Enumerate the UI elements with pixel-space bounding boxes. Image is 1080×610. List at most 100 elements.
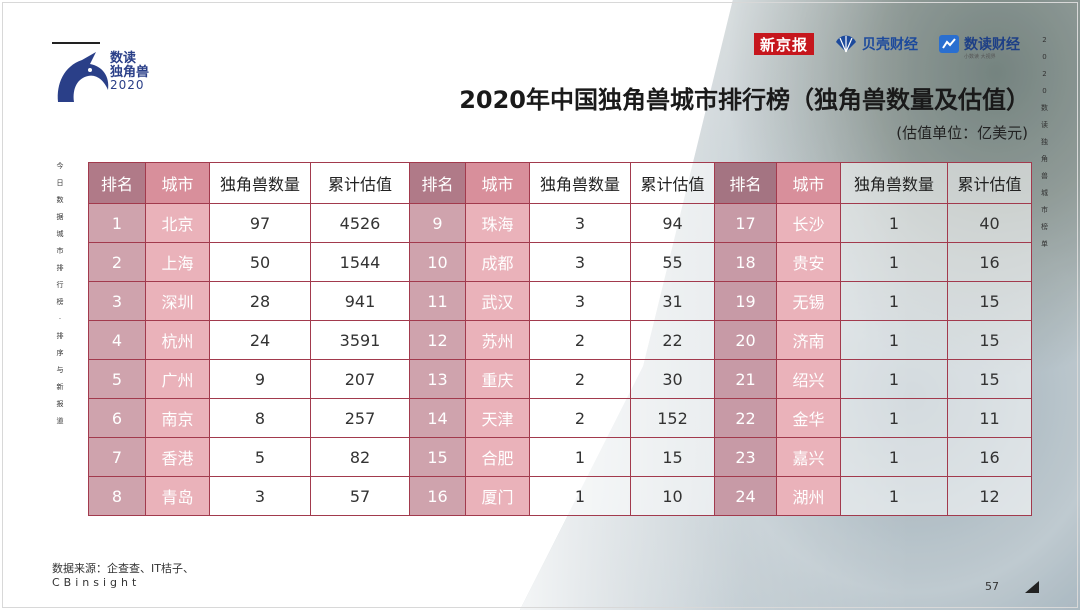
cell-count: 3	[529, 281, 631, 321]
cell-value: 207	[310, 359, 410, 399]
cell-city: 北京	[145, 203, 210, 243]
cell-count: 8	[209, 398, 311, 438]
table-row: 8 青岛 3 57 16 厦门 1 10 24 湖州 1 12	[88, 476, 1032, 516]
header-count: 独角兽数量	[529, 162, 631, 204]
cell-city: 珠海	[465, 203, 530, 243]
table-row: 6 南京 8 257 14 天津 2 152 22 金华 1 11	[88, 398, 1032, 438]
cell-count: 1	[840, 242, 948, 282]
header-city: 城市	[145, 162, 210, 204]
cell-city: 无锡	[776, 281, 841, 321]
cell-value: 15	[947, 281, 1032, 321]
cell-city: 香港	[145, 437, 210, 477]
cell-value: 30	[630, 359, 715, 399]
cell-count: 1	[840, 359, 948, 399]
cell-value: 15	[947, 359, 1032, 399]
table-row: 2 上海 50 1544 10 成都 3 55 18 贵安 1 16	[88, 242, 1032, 282]
cell-value: 152	[630, 398, 715, 438]
cell-rank: 14	[409, 398, 466, 438]
header-rank: 排名	[409, 162, 466, 204]
cell-value: 82	[310, 437, 410, 477]
shudu-subtitle: 小数读 大视界	[964, 54, 996, 60]
cell-city: 成都	[465, 242, 530, 282]
cell-city: 湖州	[776, 476, 841, 516]
shudu-icon	[939, 35, 959, 53]
cell-value: 3591	[310, 320, 410, 360]
cell-value: 16	[947, 242, 1032, 282]
cell-rank: 4	[88, 320, 146, 360]
left-vertical-text: 今日数据城市排行榜 · 排序与新报道	[56, 162, 64, 425]
cell-rank: 20	[714, 320, 777, 360]
unicorn-city-ranking-table: 排名 城市 独角兽数量 累计估值 排名 城市 独角兽数量 累计估值 排名 城市 独角兽数量 累计估值 …	[88, 162, 1032, 516]
header-value: 累计估值	[310, 162, 410, 204]
page-title: 2020年中国独角兽城市排行榜（独角兽数量及估值）	[459, 86, 1030, 114]
header-count: 独角兽数量	[840, 162, 948, 204]
xinjingbao-logo: 新京报	[754, 33, 815, 55]
cell-rank: 3	[88, 281, 146, 321]
cell-rank: 10	[409, 242, 466, 282]
cell-rank: 6	[88, 398, 146, 438]
cell-value: 257	[310, 398, 410, 438]
cell-city: 南京	[145, 398, 210, 438]
cell-city: 重庆	[465, 359, 530, 399]
unicorn-logo-icon	[57, 52, 109, 102]
cell-count: 24	[209, 320, 311, 360]
cell-rank: 12	[409, 320, 466, 360]
cell-count: 3	[209, 476, 311, 516]
cell-value: 1544	[310, 242, 410, 282]
logo-line-3: 2020	[110, 78, 145, 93]
cell-value: 55	[630, 242, 715, 282]
table-row: 4 杭州 24 3591 12 苏州 2 22 20 济南 1 15	[88, 320, 1032, 360]
cell-rank: 23	[714, 437, 777, 477]
header-rank: 排名	[714, 162, 777, 204]
cell-rank: 11	[409, 281, 466, 321]
cell-count: 2	[529, 398, 631, 438]
cell-count: 28	[209, 281, 311, 321]
page-number: 57	[985, 580, 999, 593]
cell-value: 57	[310, 476, 410, 516]
corner-triangle-icon	[1025, 581, 1039, 593]
cell-value: 40	[947, 203, 1032, 243]
table-row: 1 北京 97 4526 9 珠海 3 94 17 长沙 1 40	[88, 203, 1032, 243]
cell-count: 1	[529, 476, 631, 516]
cell-count: 5	[209, 437, 311, 477]
cell-count: 97	[209, 203, 311, 243]
cell-city: 武汉	[465, 281, 530, 321]
header-count: 独角兽数量	[209, 162, 311, 204]
cell-count: 2	[529, 359, 631, 399]
cell-count: 1	[840, 437, 948, 477]
cell-city: 长沙	[776, 203, 841, 243]
cell-value: 4526	[310, 203, 410, 243]
cell-rank: 7	[88, 437, 146, 477]
cell-city: 贵安	[776, 242, 841, 282]
cell-rank: 16	[409, 476, 466, 516]
cell-rank: 19	[714, 281, 777, 321]
cell-city: 深圳	[145, 281, 210, 321]
cell-city: 青岛	[145, 476, 210, 516]
header-city: 城市	[776, 162, 841, 204]
cell-value: 31	[630, 281, 715, 321]
cell-value: 94	[630, 203, 715, 243]
cell-rank: 17	[714, 203, 777, 243]
table-row: 7 香港 5 82 15 合肥 1 15 23 嘉兴 1 16	[88, 437, 1032, 477]
cell-value: 10	[630, 476, 715, 516]
cell-city: 上海	[145, 242, 210, 282]
cell-count: 3	[529, 203, 631, 243]
cell-city: 杭州	[145, 320, 210, 360]
logo-line-2: 独角兽	[110, 64, 150, 80]
cell-city: 济南	[776, 320, 841, 360]
cell-value: 11	[947, 398, 1032, 438]
cell-rank: 5	[88, 359, 146, 399]
unit-note: (估值单位：亿美元)	[896, 124, 1028, 142]
logo-line-1: 数读	[110, 51, 137, 66]
cell-value: 12	[947, 476, 1032, 516]
cell-value: 22	[630, 320, 715, 360]
table-row: 5 广州 9 207 13 重庆 2 30 21 绍兴 1 15	[88, 359, 1032, 399]
cell-rank: 21	[714, 359, 777, 399]
cell-count: 1	[840, 281, 948, 321]
cell-count: 2	[529, 320, 631, 360]
cell-count: 1	[529, 437, 631, 477]
cell-value: 16	[947, 437, 1032, 477]
cell-count: 9	[209, 359, 311, 399]
